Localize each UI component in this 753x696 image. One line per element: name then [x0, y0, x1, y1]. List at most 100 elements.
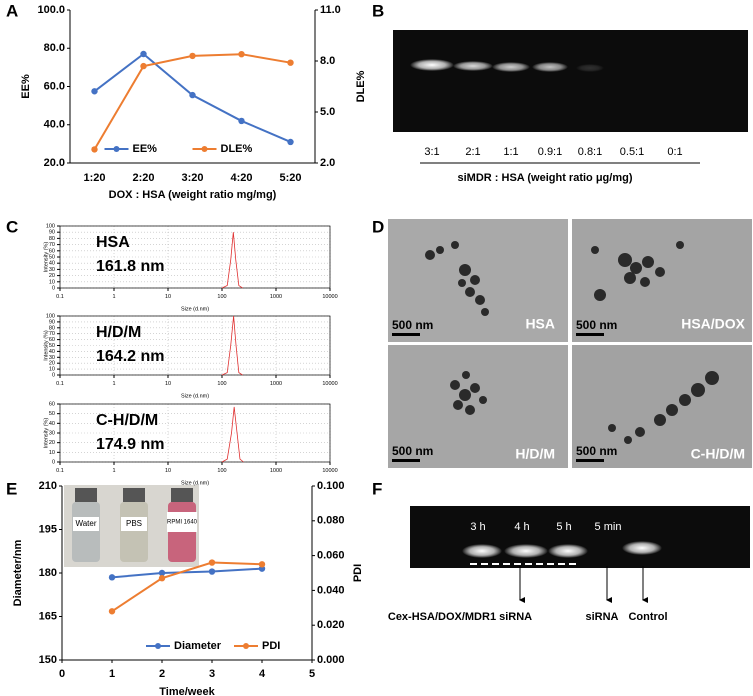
tem-label: H/D/M	[515, 446, 555, 462]
x-tick-label: 5	[309, 668, 315, 680]
x-axis-label: Size (d.nm)	[181, 480, 209, 486]
y-tick-label: 20	[49, 361, 55, 367]
lane-label: 3:1	[424, 146, 439, 158]
series-marker	[140, 50, 147, 58]
scale-label: 500 nm	[576, 318, 617, 332]
series-marker	[189, 91, 196, 99]
x-tick-label: 10000	[322, 468, 337, 474]
y-tick-label: 180	[39, 567, 57, 579]
series-marker	[238, 51, 245, 58]
y-tick-label: 40	[49, 349, 55, 355]
y-tick-label: 20	[49, 273, 55, 279]
x-tick-label: 5:20	[279, 172, 301, 184]
x-tick-label: 4	[259, 668, 266, 680]
tem-images: HSA HSA/DOX H/D/M C-H/D/M 500 nm 500 nm …	[388, 219, 752, 468]
x-tick-label: 100	[217, 294, 226, 300]
y-tick-label: 10	[49, 450, 55, 456]
series-line	[111, 561, 263, 613]
plot-frame	[59, 315, 331, 376]
y-axis-label: Intensity (%)	[43, 242, 49, 273]
gel-label: Control	[628, 611, 667, 623]
y2-tick-label: 0.000	[317, 654, 345, 666]
annotation: 174.9 nm	[96, 436, 164, 453]
x-tick-label: 0.1	[56, 468, 64, 474]
x-tick-label: 1	[109, 668, 115, 680]
x-tick-label: 1	[112, 294, 115, 300]
y2-axis-label: DLE%	[355, 70, 367, 102]
y-tick-label: 40	[49, 421, 55, 427]
legend-marker	[155, 643, 161, 649]
y-tick-label: 150	[39, 654, 57, 666]
y2-tick-label: 5.0	[320, 106, 335, 118]
vial-label: PBS	[126, 519, 142, 528]
x-tick-label: 10	[165, 381, 171, 387]
x-tick-label: 100	[217, 381, 226, 387]
y2-tick-label: 11.0	[320, 4, 341, 16]
annotation: H/D/M	[96, 324, 141, 341]
y-tick-label: 80	[49, 236, 55, 242]
y-tick-label: 60	[49, 337, 55, 343]
y-tick-label: 90	[49, 319, 55, 325]
series-marker	[189, 52, 196, 60]
panel-label: F	[372, 479, 382, 498]
y-tick-label: 80.0	[44, 42, 65, 54]
lane-label: 3 h	[470, 521, 485, 533]
series-marker	[238, 117, 245, 125]
y-tick-label: 60	[49, 248, 55, 254]
vial-label: Water	[75, 519, 96, 528]
y-tick-label: 30	[49, 355, 55, 361]
x-tick-label: 2	[159, 668, 165, 680]
lane-label: 0.9:1	[538, 146, 562, 158]
y-tick-label: 50	[49, 411, 55, 417]
annotation: 161.8 nm	[96, 258, 164, 275]
series-marker	[158, 575, 166, 582]
annotation: C-H/D/M	[96, 412, 158, 429]
y2-tick-label: 0.040	[317, 584, 345, 596]
y-tick-label: 20.0	[44, 157, 65, 169]
panel-label: D	[372, 217, 384, 236]
x-tick-label: 3:20	[181, 172, 203, 184]
y-tick-label: 0	[52, 372, 55, 378]
y2-tick-label: 0.080	[317, 515, 345, 527]
x-tick-label: 0.1	[56, 381, 64, 387]
gel-f: 3 h 4 h 5 h 5 min Cex-HSA/DOX/MDR1 siRNA…	[388, 506, 750, 623]
x-tick-label: 10000	[322, 381, 337, 387]
y-tick-label: 0	[52, 459, 55, 465]
panel-label: C	[6, 217, 18, 236]
x-tick-label: 0	[59, 668, 65, 680]
series-marker	[208, 559, 216, 566]
series-marker	[208, 568, 216, 575]
series-marker	[287, 59, 294, 66]
tem-label: HSA	[525, 316, 555, 332]
inset-photo: Water PBS RPMI 1640	[64, 485, 199, 567]
y-tick-label: 100	[46, 223, 55, 229]
plot-frame	[59, 225, 331, 289]
x-tick-label: 0.1	[56, 294, 64, 300]
y2-tick-label: 8.0	[320, 55, 335, 67]
gel-b: 3:1 2:1 1:1 0.9:1 0.8:1 0.5:1 0:1 siMDR …	[393, 30, 748, 184]
x-axis-label: DOX : HSA (weight ratio mg/mg)	[109, 189, 277, 201]
y-tick-label: 70	[49, 242, 55, 248]
series-line	[111, 567, 263, 579]
x-tick-label: 1	[112, 381, 115, 387]
x-tick-label: 1000	[270, 294, 282, 300]
series-marker	[91, 88, 98, 95]
y2-axis-label: PDI	[352, 564, 364, 582]
y-tick-label: 10	[49, 279, 55, 285]
panel-label: A	[6, 1, 18, 20]
legend-label: EE%	[133, 143, 158, 155]
series-line	[221, 315, 243, 376]
x-tick-label: 1:20	[83, 172, 105, 184]
x-axis-label: Time/week	[159, 686, 215, 696]
lane-label: 2:1	[465, 146, 480, 158]
series-marker	[258, 561, 266, 568]
y-tick-label: 100	[46, 313, 55, 319]
y-tick-label: 80	[49, 325, 55, 331]
legend-label: Diameter	[174, 640, 222, 652]
y-tick-label: 50	[49, 254, 55, 260]
annotation: 164.2 nm	[96, 348, 164, 365]
legend-label: PDI	[262, 640, 280, 652]
y-tick-label: 10	[49, 367, 55, 373]
y-tick-label: 30	[49, 430, 55, 436]
lane-label: 0.8:1	[578, 146, 602, 158]
